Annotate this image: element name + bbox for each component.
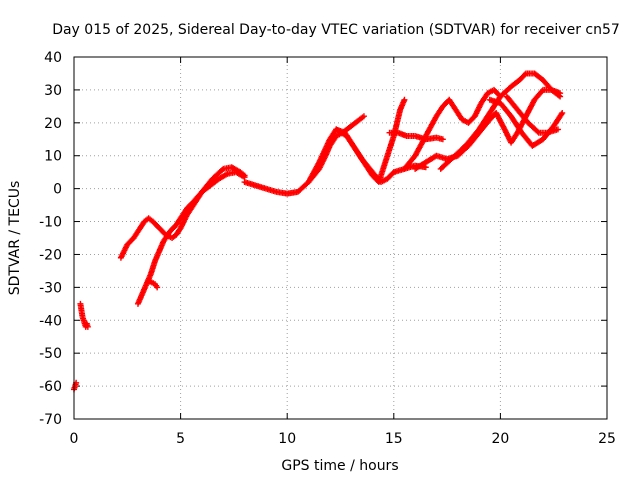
x-tick-label: 10	[278, 431, 296, 447]
y-tick-label: -60	[39, 379, 62, 395]
y-tick-label: 20	[44, 116, 62, 132]
y-tick-label: 10	[44, 149, 62, 165]
data-point-marker	[538, 88, 545, 95]
x-tick-label: 15	[385, 431, 403, 447]
data-point-marker	[154, 284, 161, 291]
y-tick-label: -20	[39, 247, 62, 263]
y-axis-label: SDTVAR / TECUs	[7, 181, 23, 296]
data-point-marker	[559, 109, 566, 116]
data-point-marker	[439, 136, 446, 143]
y-tick-label: 0	[53, 182, 62, 198]
data-point-marker	[401, 96, 408, 103]
x-axis-label: GPS time / hours	[281, 458, 398, 474]
x-tick-label: 25	[598, 431, 616, 447]
data-point-marker	[534, 128, 541, 135]
data-point-marker	[84, 323, 91, 330]
plot-frame	[73, 56, 608, 420]
data-point-marker	[557, 90, 564, 97]
data-point-marker	[521, 71, 528, 78]
axis-ticks: 0 5 10 15 20 25 -70 -60 -50 -40 -30 -20 -10 0 10 20 30 40	[39, 50, 616, 447]
x-tick-label: 5	[176, 431, 185, 447]
y-tick-label: 30	[44, 83, 62, 99]
y-tick-label: -70	[39, 412, 62, 428]
x-tick-label: 20	[491, 431, 509, 447]
y-tick-label: -10	[39, 215, 62, 231]
y-tick-label: -40	[39, 313, 62, 329]
y-tick-label: 40	[44, 50, 62, 66]
chart-title: Day 015 of 2025, Sidereal Day-to-day VTE…	[52, 22, 620, 38]
x-tick-label: 0	[70, 431, 79, 447]
data-point-marker	[360, 113, 367, 120]
y-tick-label: -30	[39, 280, 62, 296]
data-point-marker	[554, 126, 561, 133]
y-tick-label: -50	[39, 346, 62, 362]
data-points	[71, 70, 566, 393]
